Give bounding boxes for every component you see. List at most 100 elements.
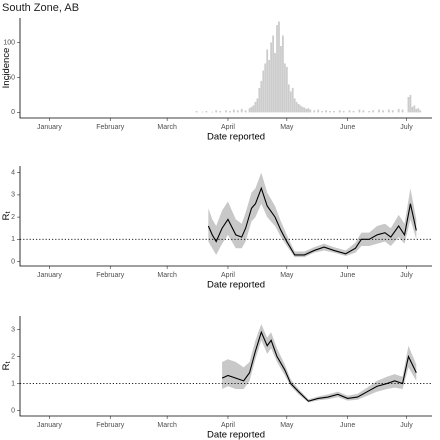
bar bbox=[303, 107, 306, 113]
y-axis-title-main: R bbox=[1, 363, 12, 370]
bar bbox=[305, 108, 308, 113]
x-tick-label: April bbox=[221, 272, 235, 279]
bar bbox=[281, 35, 284, 113]
axes bbox=[19, 316, 432, 417]
bar bbox=[272, 35, 274, 113]
bar bbox=[266, 49, 269, 113]
bar bbox=[264, 63, 267, 113]
bar bbox=[201, 111, 204, 113]
bar bbox=[195, 111, 198, 113]
confidence-band bbox=[222, 324, 417, 403]
bar bbox=[372, 110, 375, 113]
bar bbox=[270, 42, 273, 113]
bar bbox=[211, 111, 214, 113]
x-axis-title: Date reported bbox=[207, 132, 265, 143]
bar bbox=[352, 111, 355, 113]
bar bbox=[299, 105, 302, 113]
y-tick-label: 100 bbox=[3, 39, 15, 46]
bar bbox=[378, 109, 380, 113]
bar bbox=[256, 98, 259, 113]
x-tick-label: June bbox=[340, 124, 355, 131]
x-tick-label: March bbox=[157, 272, 177, 279]
bar bbox=[250, 106, 253, 113]
x-tick-label: March bbox=[157, 124, 177, 131]
bar bbox=[225, 110, 227, 113]
bar bbox=[321, 111, 324, 113]
bar bbox=[260, 80, 263, 113]
bar bbox=[287, 84, 290, 113]
bar bbox=[276, 24, 278, 113]
bar bbox=[268, 59, 271, 113]
x-tick-label: May bbox=[280, 422, 294, 429]
bar bbox=[413, 105, 416, 113]
bar bbox=[295, 101, 298, 113]
bar bbox=[415, 108, 418, 113]
bar bbox=[411, 106, 414, 113]
x-tick-label: June bbox=[340, 422, 355, 429]
y-tick-label: 0 bbox=[11, 407, 15, 414]
bar bbox=[342, 111, 345, 113]
bar bbox=[283, 63, 286, 113]
bar bbox=[240, 108, 243, 113]
bar bbox=[329, 111, 331, 113]
x-axis-title: Date reported bbox=[207, 280, 265, 291]
bar bbox=[252, 105, 255, 113]
confidence-band bbox=[208, 172, 417, 258]
x-tick-label: January bbox=[37, 124, 62, 131]
x-tick-label: March bbox=[157, 422, 177, 429]
y-tick-label: 1 bbox=[11, 380, 15, 387]
bar bbox=[205, 111, 208, 113]
bar bbox=[236, 110, 239, 113]
y-axis-title-main: Incidence bbox=[1, 48, 12, 89]
x-tick-label: June bbox=[340, 272, 355, 279]
y-tick-label: 2 bbox=[11, 353, 15, 360]
x-tick-label: January bbox=[37, 422, 62, 429]
x-tick-label: July bbox=[400, 422, 413, 429]
bar bbox=[278, 21, 280, 113]
y-axis-title-sub: t bbox=[5, 212, 12, 214]
axes bbox=[19, 18, 432, 119]
x-tick-label: July bbox=[400, 124, 413, 131]
rt-line bbox=[221, 330, 417, 402]
y-tick-label: 1 bbox=[11, 236, 15, 243]
bar bbox=[258, 87, 261, 113]
bar bbox=[313, 110, 316, 113]
bar bbox=[285, 66, 288, 113]
bar bbox=[317, 109, 320, 113]
bar bbox=[301, 106, 304, 113]
y-axis-title-sub: t bbox=[5, 362, 12, 364]
bar bbox=[229, 111, 231, 113]
y-tick-label: 3 bbox=[11, 192, 15, 199]
bar bbox=[274, 52, 276, 113]
y-tick-label: 4 bbox=[11, 170, 15, 177]
bar bbox=[289, 91, 292, 113]
bar bbox=[391, 110, 394, 113]
bar bbox=[419, 110, 422, 113]
x-tick-label: April bbox=[221, 422, 235, 429]
bar bbox=[219, 111, 222, 113]
bar bbox=[309, 109, 312, 113]
x-tick-label: January bbox=[37, 272, 62, 279]
x-tick-label: May bbox=[280, 124, 294, 131]
bar bbox=[397, 108, 400, 113]
y-tick-label: 0 bbox=[11, 109, 15, 116]
bar bbox=[407, 97, 410, 113]
bar bbox=[401, 109, 404, 113]
bar bbox=[348, 110, 351, 113]
bar bbox=[358, 109, 361, 113]
y-tick-label: 3 bbox=[11, 326, 15, 333]
y-tick-label: 0 bbox=[11, 258, 15, 265]
y-tick-label: 2 bbox=[11, 214, 15, 221]
x-tick-label: April bbox=[221, 124, 235, 131]
y-axis-title-main: R bbox=[1, 213, 12, 220]
x-tick-label: February bbox=[96, 124, 125, 131]
bar bbox=[280, 45, 282, 113]
bar bbox=[325, 110, 327, 113]
y-axis-title: Incidence bbox=[1, 48, 12, 89]
x-tick-label: May bbox=[280, 272, 294, 279]
x-tick-label: February bbox=[96, 422, 125, 429]
chart-title: South Zone, AB bbox=[2, 2, 79, 14]
bar bbox=[338, 110, 341, 113]
x-axis-title: Date reported bbox=[207, 430, 265, 440]
